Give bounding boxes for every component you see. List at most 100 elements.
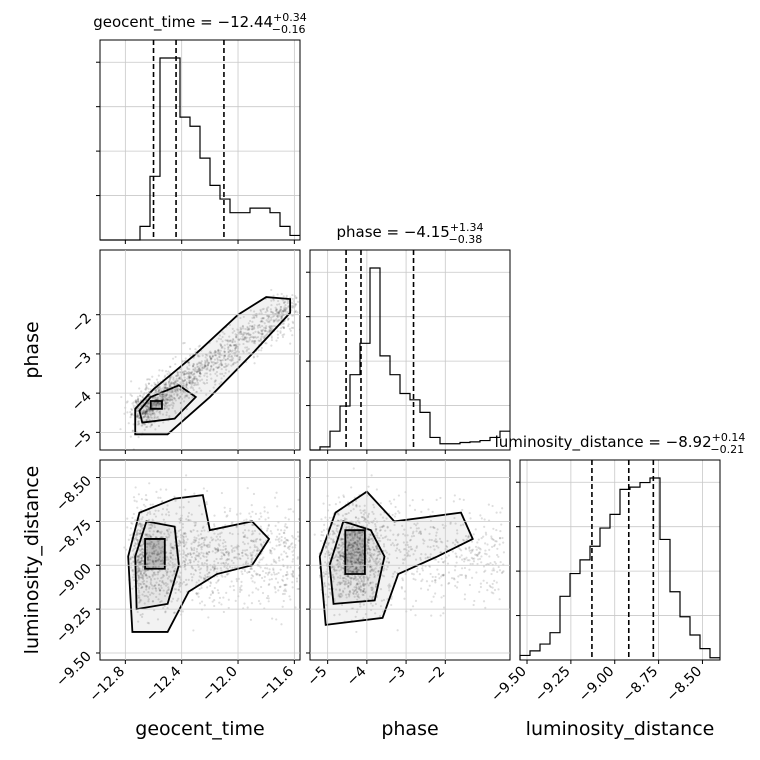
sample-point <box>267 315 270 318</box>
sample-point <box>179 590 182 593</box>
sample-point <box>272 568 275 572</box>
sample-point <box>453 578 456 581</box>
sample-point <box>139 582 142 585</box>
sample-point <box>279 543 282 546</box>
sample-point <box>287 304 290 308</box>
sample-point <box>200 537 203 540</box>
sample-point <box>374 517 377 520</box>
sample-point <box>341 545 345 549</box>
sample-point <box>260 329 264 332</box>
sample-point <box>490 535 493 538</box>
sample-point <box>219 343 222 346</box>
sample-point <box>370 556 374 559</box>
sample-point <box>453 494 456 497</box>
sample-point <box>248 327 251 330</box>
sample-point <box>147 417 150 420</box>
sample-point <box>432 595 435 598</box>
sample-point <box>347 553 350 556</box>
sample-point <box>148 533 151 536</box>
sample-point <box>199 362 202 365</box>
sample-point <box>353 589 356 592</box>
sample-point <box>354 554 357 557</box>
sample-point <box>406 541 409 544</box>
sample-point <box>153 573 156 576</box>
sample-point <box>342 495 346 499</box>
sample-point <box>415 527 418 530</box>
sample-point <box>264 567 267 570</box>
sample-point <box>177 397 180 400</box>
sample-point <box>251 324 254 328</box>
sample-point <box>335 554 338 557</box>
sample-point <box>419 530 422 533</box>
sample-point <box>188 347 192 350</box>
sample-point <box>198 367 201 370</box>
sample-point <box>286 555 289 558</box>
sample-point <box>341 551 344 554</box>
sample-point <box>210 357 213 361</box>
sample-point <box>493 569 496 572</box>
sample-point <box>260 544 263 547</box>
sample-point <box>163 604 166 608</box>
sample-point <box>277 310 281 314</box>
sample-point <box>164 399 167 402</box>
sample-point <box>142 582 145 585</box>
x-tick-label: −12.4 <box>143 663 185 705</box>
sample-point <box>221 359 224 362</box>
sample-point <box>148 510 151 514</box>
sample-point <box>214 379 217 382</box>
sample-point <box>176 374 179 377</box>
sample-point <box>340 566 343 569</box>
sample-point <box>276 315 279 318</box>
sample-point <box>144 569 147 572</box>
sample-point <box>349 534 352 537</box>
sample-point <box>287 305 290 309</box>
sample-point <box>259 512 262 515</box>
sample-point <box>283 301 286 304</box>
sample-point <box>130 380 133 383</box>
sample-point <box>278 559 281 562</box>
sample-point <box>144 399 147 402</box>
sample-point <box>145 588 148 591</box>
sample-point <box>166 396 170 399</box>
sample-point <box>226 357 230 360</box>
sample-point <box>415 546 418 549</box>
sample-point <box>347 544 350 548</box>
sample-point <box>214 548 217 551</box>
sample-point <box>371 587 375 590</box>
sample-point <box>171 406 174 410</box>
sample-point <box>194 521 198 524</box>
sample-point <box>387 584 390 587</box>
sample-point <box>296 557 299 560</box>
sample-point <box>156 530 159 533</box>
sample-point <box>159 589 162 592</box>
sample-point <box>155 559 158 562</box>
sample-point <box>169 385 172 388</box>
sample-point <box>190 555 193 559</box>
sample-point <box>206 569 209 572</box>
sample-point <box>284 574 288 577</box>
sample-point <box>252 355 256 358</box>
sample-point <box>369 581 372 584</box>
sample-point <box>243 337 246 341</box>
sample-point <box>270 325 273 328</box>
sample-point <box>162 386 166 389</box>
sample-point <box>165 592 168 595</box>
sample-point <box>349 577 352 580</box>
sample-point <box>474 528 477 531</box>
sample-point <box>372 548 376 551</box>
sample-point <box>342 555 345 558</box>
sample-point <box>382 575 386 578</box>
sample-point <box>259 602 262 605</box>
sample-point <box>208 389 212 393</box>
sample-point <box>130 408 134 412</box>
sample-point <box>176 389 179 393</box>
sample-point <box>152 533 155 536</box>
sample-point <box>155 410 158 413</box>
sample-point <box>159 396 162 399</box>
sample-point <box>163 388 166 391</box>
sample-point <box>226 364 229 368</box>
sample-point <box>126 517 129 520</box>
sample-point <box>354 521 358 524</box>
sample-point <box>234 347 237 350</box>
sample-point <box>278 315 281 318</box>
